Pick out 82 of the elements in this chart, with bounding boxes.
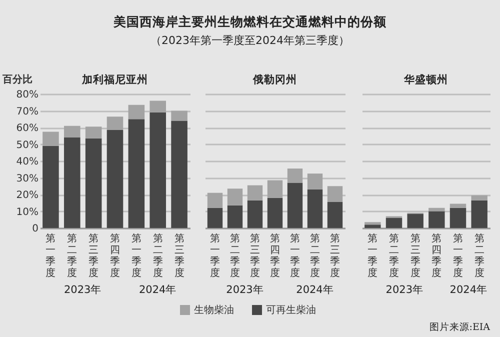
y-tick-label: 70% <box>16 106 38 118</box>
text: 华盛顿州 <box>403 73 448 86</box>
bar <box>471 195 488 200</box>
bar <box>171 110 188 121</box>
x-tick-label: 第三季度 <box>330 232 340 279</box>
bar <box>428 211 445 228</box>
bar <box>64 126 80 138</box>
bar <box>150 112 166 228</box>
x-tick-label: 第二季度 <box>474 232 484 279</box>
bar <box>42 132 59 146</box>
bar <box>247 185 263 200</box>
bar <box>450 204 466 208</box>
y-tick-label: 30% <box>16 173 38 184</box>
text: 俄勒冈州 <box>252 73 297 86</box>
bar <box>85 126 102 138</box>
bar <box>227 205 243 228</box>
text: 2023年 <box>386 284 424 296</box>
bar <box>128 104 145 120</box>
bar <box>85 138 102 228</box>
x-tick-label: 第二季度 <box>152 232 163 279</box>
x-tick-label: 第一季度 <box>210 232 220 279</box>
y-tick-label: 50% <box>16 140 38 151</box>
bar <box>386 218 402 228</box>
x-tick-label: 第二季度 <box>310 232 320 279</box>
y-tick-label: 60% <box>16 123 38 134</box>
y-tick-label: 40% <box>16 156 38 168</box>
x-tick-label: 第一季度 <box>46 232 56 279</box>
text: 美国西海岸主要州生物燃料在交通燃料中的份额 <box>112 14 388 29</box>
bar <box>267 180 283 198</box>
legend-label: 可再生柴油 <box>266 304 316 316</box>
bar <box>407 214 424 228</box>
bar <box>64 138 80 228</box>
x-tick-label: 第四季度 <box>110 232 120 279</box>
bar <box>247 200 263 228</box>
y-axis-title: 百分比 <box>2 74 32 86</box>
legend-label: 生物柴油 <box>194 304 234 316</box>
x-tick-label: 第二季度 <box>389 232 399 279</box>
bar <box>327 202 343 228</box>
bar <box>287 168 303 183</box>
bar <box>364 224 381 228</box>
text: 加利福尼亚州 <box>81 73 148 86</box>
text: 2024年 <box>296 284 334 296</box>
x-tick-label: 第一季度 <box>453 232 463 279</box>
bar <box>106 130 124 228</box>
bar <box>287 182 303 228</box>
bar <box>128 119 145 228</box>
x-tick-label: 第四季度 <box>270 232 280 279</box>
x-tick-label: 第一季度 <box>368 232 378 279</box>
bar <box>327 186 343 202</box>
x-tick-label: 第一季度 <box>290 232 300 279</box>
text: 2023年 <box>64 284 102 296</box>
x-tick-label: 第三季度 <box>250 232 260 279</box>
bar <box>450 208 466 228</box>
y-tick-label: 10% <box>16 206 38 218</box>
bar <box>150 100 166 112</box>
x-tick-label: 第二季度 <box>67 232 78 279</box>
text: 2024年 <box>138 284 177 296</box>
bar <box>471 200 488 228</box>
y-tick-label: 20% <box>16 190 38 201</box>
bar <box>227 188 243 206</box>
x-tick-label: 第二季度 <box>230 232 240 279</box>
text: 2024年 <box>450 284 488 296</box>
bar <box>428 208 445 212</box>
y-tick-label: 0 <box>32 224 38 234</box>
bar <box>207 192 223 208</box>
x-tick-label: 第四季度 <box>432 232 442 279</box>
y-tick-label: 80% <box>16 90 38 100</box>
bar <box>106 116 124 130</box>
bar <box>307 189 323 228</box>
x-tick-label: 第三季度 <box>174 232 184 279</box>
x-tick-label: 第三季度 <box>88 232 99 279</box>
bar <box>171 120 188 228</box>
text: 2023年 <box>226 284 264 296</box>
bar <box>307 174 323 190</box>
bar <box>207 208 223 228</box>
bar <box>267 198 283 228</box>
text: （2023年第一季度至2024年第三季度） <box>150 34 350 47</box>
bar <box>42 146 59 228</box>
text: 图片来源:EIA <box>429 321 490 333</box>
x-tick-label: 第三季度 <box>410 232 420 279</box>
bar <box>364 222 381 225</box>
x-tick-label: 第一季度 <box>131 232 142 279</box>
